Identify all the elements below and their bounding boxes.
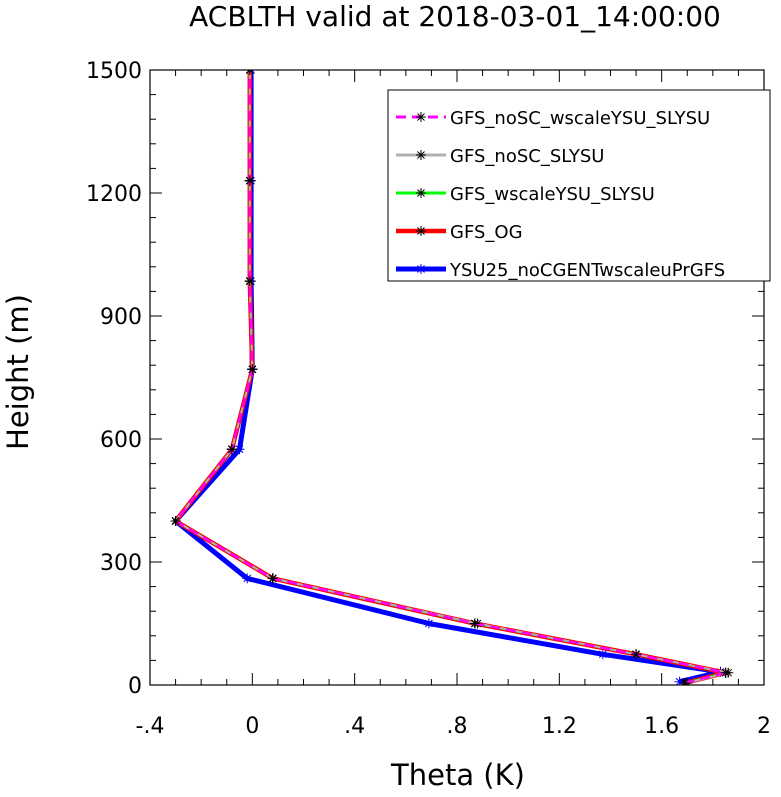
series-marker: [631, 649, 642, 660]
x-tick-label: .4: [344, 714, 365, 739]
y-tick-label: 900: [100, 305, 142, 330]
x-tick-label: 1.2: [542, 714, 577, 739]
legend-item: GFS_OG: [396, 222, 523, 243]
series-marker: [423, 618, 434, 629]
legend-label: YSU25_noCGENTwscaleuPrGFS: [449, 260, 725, 281]
x-tick-label: -.4: [136, 714, 165, 739]
series-marker: [242, 573, 253, 584]
y-tick-label: 1200: [86, 182, 142, 207]
series-marker: [247, 364, 258, 375]
legend-item: YSU25_noCGENTwscaleuPrGFS: [396, 260, 725, 281]
y-axis-label: Height (m): [1, 294, 35, 450]
legend-label: GFS_OG: [450, 222, 523, 243]
series-gfs_nosc_wscaleysu_slysu: [170, 70, 731, 685]
series-marker: [416, 264, 426, 274]
plot-area: -.4 0 .4 .8 1.2 1.6 2 0 300 600 900 1200 1500 GFS_noS…: [86, 59, 771, 739]
legend-item: GFS_noSC_wscaleYSU_SLYSU: [396, 108, 710, 129]
series-marker: [597, 649, 608, 660]
series-marker: [244, 276, 255, 287]
series-marker: [720, 667, 731, 678]
legend-item: GFS_wscaleYSU_SLYSU: [396, 184, 655, 205]
x-tick-label: 0: [245, 714, 259, 739]
x-axis-label: Theta (K): [390, 758, 525, 792]
legend-label: GFS_wscaleYSU_SLYSU: [450, 184, 655, 205]
legend-label: GFS_noSC_wscaleYSU_SLYSU: [450, 108, 710, 129]
series-marker: [244, 175, 255, 186]
series-marker: [226, 444, 237, 455]
series-marker: [416, 112, 426, 122]
y-tick-label: 300: [100, 551, 142, 576]
series-marker: [234, 444, 245, 455]
x-tick-label: 1.6: [644, 714, 679, 739]
series-marker: [679, 677, 690, 685]
legend-label: GFS_noSC_SLYSU: [450, 146, 605, 167]
legend-item: GFS_noSC_SLYSU: [396, 146, 605, 167]
y-tick-label: 600: [100, 428, 142, 453]
legend-box: [387, 89, 771, 282]
y-tick-label: 0: [128, 674, 142, 699]
series-marker: [416, 226, 426, 236]
series-marker: [469, 618, 480, 629]
chart-title: ACBLTH valid at 2018-03-01_14:00:00: [189, 0, 721, 33]
y-tick-label: 1500: [86, 59, 142, 84]
x-tick-label: 2: [757, 714, 771, 739]
series-marker: [416, 150, 426, 160]
series-marker: [416, 188, 426, 198]
series-marker: [267, 573, 278, 584]
legend: GFS_noSC_wscaleYSU_SLYSU GFS_noSC_SLYSU GF…: [387, 89, 771, 282]
series-marker: [244, 70, 255, 75]
series-marker: [674, 676, 685, 685]
series-marker: [170, 516, 181, 526]
x-tick-label: .8: [447, 714, 468, 739]
